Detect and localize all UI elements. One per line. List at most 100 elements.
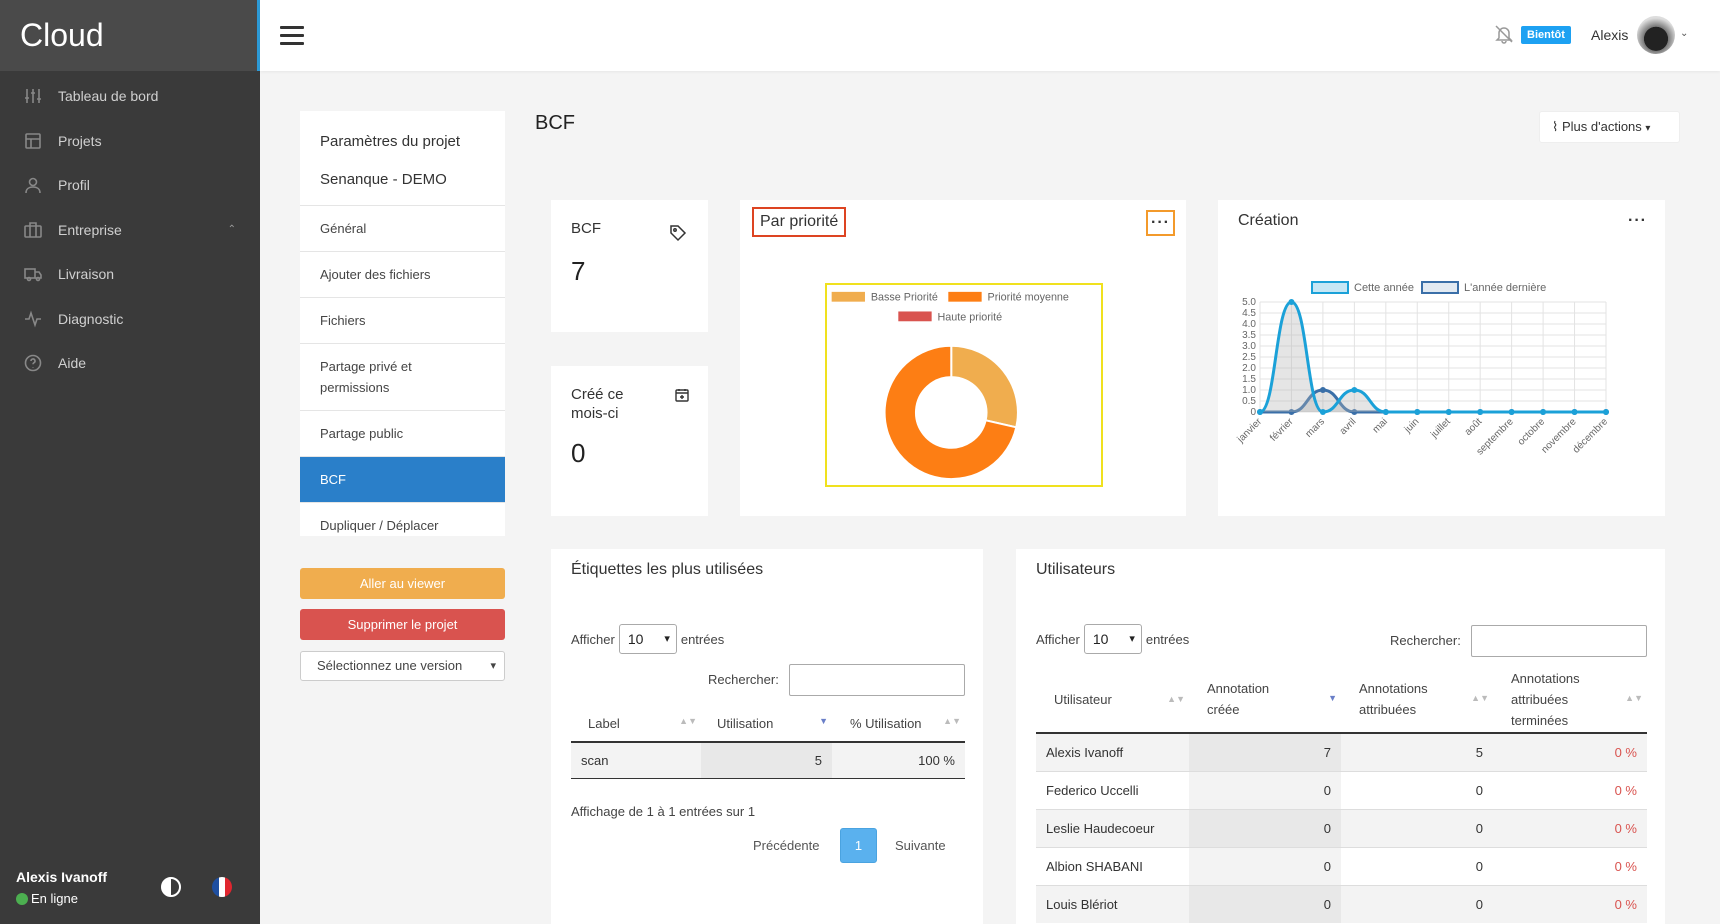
prev-page-button[interactable]: Précédente <box>753 838 820 853</box>
nav-item-add-files[interactable]: Ajouter des fichiers <box>300 251 505 297</box>
user-name: Federico Uccelli <box>1046 782 1139 798</box>
version-select[interactable]: Sélectionnez une version ▾ <box>300 651 505 681</box>
col-created[interactable]: Annotation créée ▼ <box>1207 681 1337 717</box>
tags-search-input[interactable] <box>789 664 965 696</box>
y-tick-label: 1.0 <box>1242 385 1256 396</box>
sidebar-item-diagnostic[interactable]: Diagnostic <box>0 297 260 342</box>
table-row: Leslie Haudecoeur 0 0 0 % <box>1036 809 1647 847</box>
x-tick-label: juillet <box>1428 416 1453 441</box>
avatar[interactable] <box>1637 16 1675 54</box>
brand-logo[interactable]: Cloud <box>0 0 260 71</box>
legend-swatch <box>948 291 982 302</box>
legend-swatch <box>898 311 932 322</box>
users-card: Utilisateurs Afficher 10 ▾ entrées Recher… <box>1016 549 1665 924</box>
nav-item-files[interactable]: Fichiers <box>300 297 505 343</box>
delete-project-button[interactable]: Supprimer le projet <box>300 609 505 640</box>
legend-label: Haute priorité <box>938 311 1003 323</box>
more-actions-button[interactable]: ⌇ Plus d'actions ▾ <box>1539 111 1680 143</box>
x-tick-label: mai <box>1371 416 1390 435</box>
col-user[interactable]: Utilisateur ▲▼ <box>1054 691 1185 707</box>
y-tick-label: 5.0 <box>1242 297 1256 308</box>
users-length-control: Afficher 10 ▾ entrées <box>1036 624 1189 654</box>
sidebar-item-label: Aide <box>58 355 87 372</box>
users-page-size-select[interactable]: 10 ▾ <box>1083 624 1142 654</box>
col-usage-pct[interactable]: % Utilisation ▲▼ <box>850 715 961 731</box>
user-name: Alexis Ivanoff <box>1046 744 1124 760</box>
x-tick-label: août <box>1463 416 1485 438</box>
y-tick-label: 0 <box>1250 407 1256 418</box>
user-created: 7 <box>1189 733 1341 771</box>
sidebar-item-delivery[interactable]: Livraison <box>0 252 260 297</box>
table-row: Federico Uccelli 0 0 0 % <box>1036 771 1647 809</box>
user-created: 0 <box>1189 885 1341 923</box>
sidebar-item-label: Projets <box>58 132 102 149</box>
activity-icon <box>25 310 41 328</box>
status-dot <box>16 892 28 905</box>
project-name: Senanque - DEMO <box>320 171 447 188</box>
bcf-count-label: BCF <box>571 220 601 237</box>
next-page-button[interactable]: Suivante <box>895 838 946 853</box>
sidebar-item-dashboard[interactable]: Tableau de bord <box>0 74 260 119</box>
tags-page-size-select[interactable]: 10 ▾ <box>618 624 677 654</box>
priority-chart-card: Par priorité ··· Basse Priorité Priorité … <box>740 200 1186 516</box>
nav-item-bcf[interactable]: BCF <box>300 456 505 502</box>
series-point-1 <box>1257 409 1263 415</box>
sidebar-item-label: Diagnostic <box>58 310 124 327</box>
tag-icon <box>670 225 687 242</box>
sidebar-item-company[interactable]: Entreprise ⌃ <box>0 208 260 253</box>
show-label: Afficher <box>1036 631 1080 647</box>
ellipsis-menu-icon[interactable]: ··· <box>1146 210 1175 236</box>
french-flag-icon[interactable] <box>212 877 232 897</box>
nav-item-public-sharing[interactable]: Partage public <box>300 410 505 456</box>
go-to-viewer-button[interactable]: Aller au viewer <box>300 568 505 599</box>
col-assigned[interactable]: Annotations attribuées ▲▼ <box>1359 681 1489 717</box>
x-tick-label: juin <box>1402 416 1422 436</box>
users-header-row: Utilisateur ▲▼ Annotation créée ▼ Annotati… <box>1036 666 1647 733</box>
tags-search-label: Rechercher: <box>708 672 779 687</box>
ellipsis-menu-icon[interactable]: ··· <box>1628 212 1647 229</box>
created-month-label-2: mois-ci <box>571 405 619 422</box>
legend-swatch <box>1311 281 1349 294</box>
col-label[interactable]: Label ▲▼ <box>588 715 697 731</box>
bell-off-icon[interactable] <box>1494 24 1514 44</box>
x-tick-label: octobre <box>1516 416 1548 448</box>
priority-chart: Basse Priorité Priorité moyenne Haute prio… <box>825 283 1103 487</box>
y-tick-label: 0.5 <box>1242 396 1256 407</box>
page-1-button[interactable]: 1 <box>840 828 877 863</box>
entries-label: entrées <box>1145 631 1190 647</box>
y-tick-label: 4.0 <box>1242 319 1256 330</box>
nav-item-private-sharing[interactable]: Partage privé et permissions <box>300 343 505 410</box>
col-assigned-done[interactable]: Annotations attribuées terminées ▲▼ <box>1511 670 1643 728</box>
topbar-user-name[interactable]: Alexis <box>1591 27 1629 43</box>
sliders-icon <box>25 89 41 104</box>
nav-item-duplicate-move[interactable]: Dupliquer / Déplacer <box>300 502 505 548</box>
user-done: 0 % <box>1614 896 1637 912</box>
x-tick-label: février <box>1268 416 1296 444</box>
col-usage[interactable]: Utilisation ▼ <box>717 715 828 731</box>
users-search-input[interactable] <box>1471 625 1647 657</box>
entries-label: entrées <box>680 631 725 647</box>
sidebar-item-profile[interactable]: Profil <box>0 163 260 208</box>
version-select-value: Sélectionnez une version <box>317 658 463 673</box>
contrast-toggle-icon[interactable] <box>161 877 181 897</box>
user-created: 0 <box>1189 771 1341 809</box>
series-area-2 <box>1260 390 1606 412</box>
series-point-1 <box>1351 387 1358 393</box>
series-point-1 <box>1508 409 1515 415</box>
user-assigned: 0 <box>1475 782 1483 798</box>
chevron-down-icon[interactable]: ⌄ <box>1680 28 1689 39</box>
user-assigned: 5 <box>1475 744 1483 760</box>
user-name: Albion SHABANI <box>1046 858 1143 874</box>
project-settings-nav: Paramètres du projet Senanque - DEMO Gén… <box>300 111 505 536</box>
y-tick-label: 3.5 <box>1242 330 1256 341</box>
sidebar-item-projects[interactable]: Projets <box>0 119 260 164</box>
sidebar-item-help[interactable]: Aide <box>0 341 260 386</box>
hamburger-menu-icon[interactable] <box>280 26 304 45</box>
legend-label: Priorité moyenne <box>988 292 1069 304</box>
legend-label: Cette année <box>1354 282 1414 294</box>
pie-slice-1 <box>950 344 1019 429</box>
nav-item-general[interactable]: Général <box>300 205 505 251</box>
online-status: En ligne <box>16 891 244 906</box>
y-tick-label: 2.5 <box>1242 352 1256 363</box>
y-tick-label: 1.5 <box>1242 374 1256 385</box>
